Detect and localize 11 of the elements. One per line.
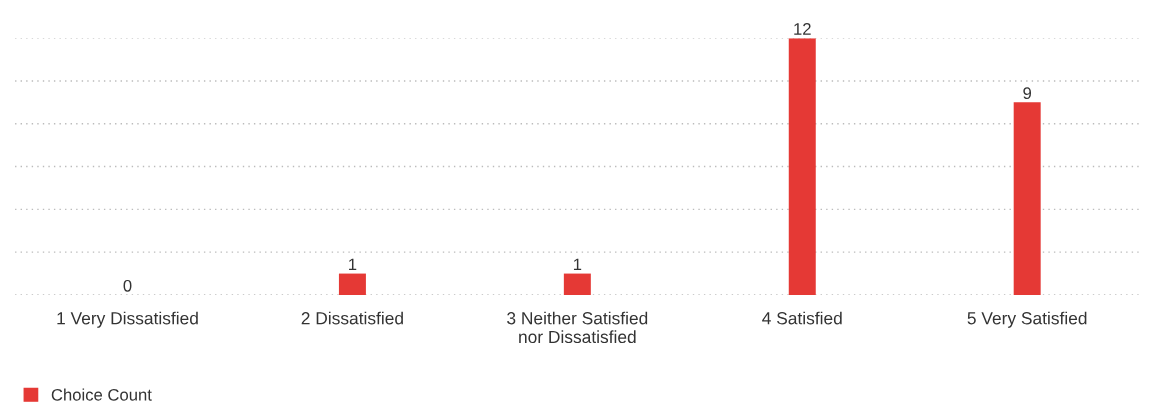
x-tick-label: 4 Satisfied — [762, 311, 842, 325]
data-label: 1 — [349, 258, 357, 271]
data-label: 12 — [794, 23, 811, 35]
x-tick-label: 3 Neither Satisfied nor Dissatisfied — [507, 311, 648, 344]
x-tick-label: 5 Very Satisfied — [967, 311, 1087, 328]
data-label: 9 — [1023, 87, 1032, 100]
x-tick-label: 2 Dissatisfied — [301, 311, 403, 325]
data-label: 1 — [573, 258, 582, 271]
legend-label: Choice Count — [51, 388, 152, 401]
data-label: 0 — [123, 279, 132, 292]
x-tick-label: 1 Very Dissatisfied — [57, 311, 198, 328]
